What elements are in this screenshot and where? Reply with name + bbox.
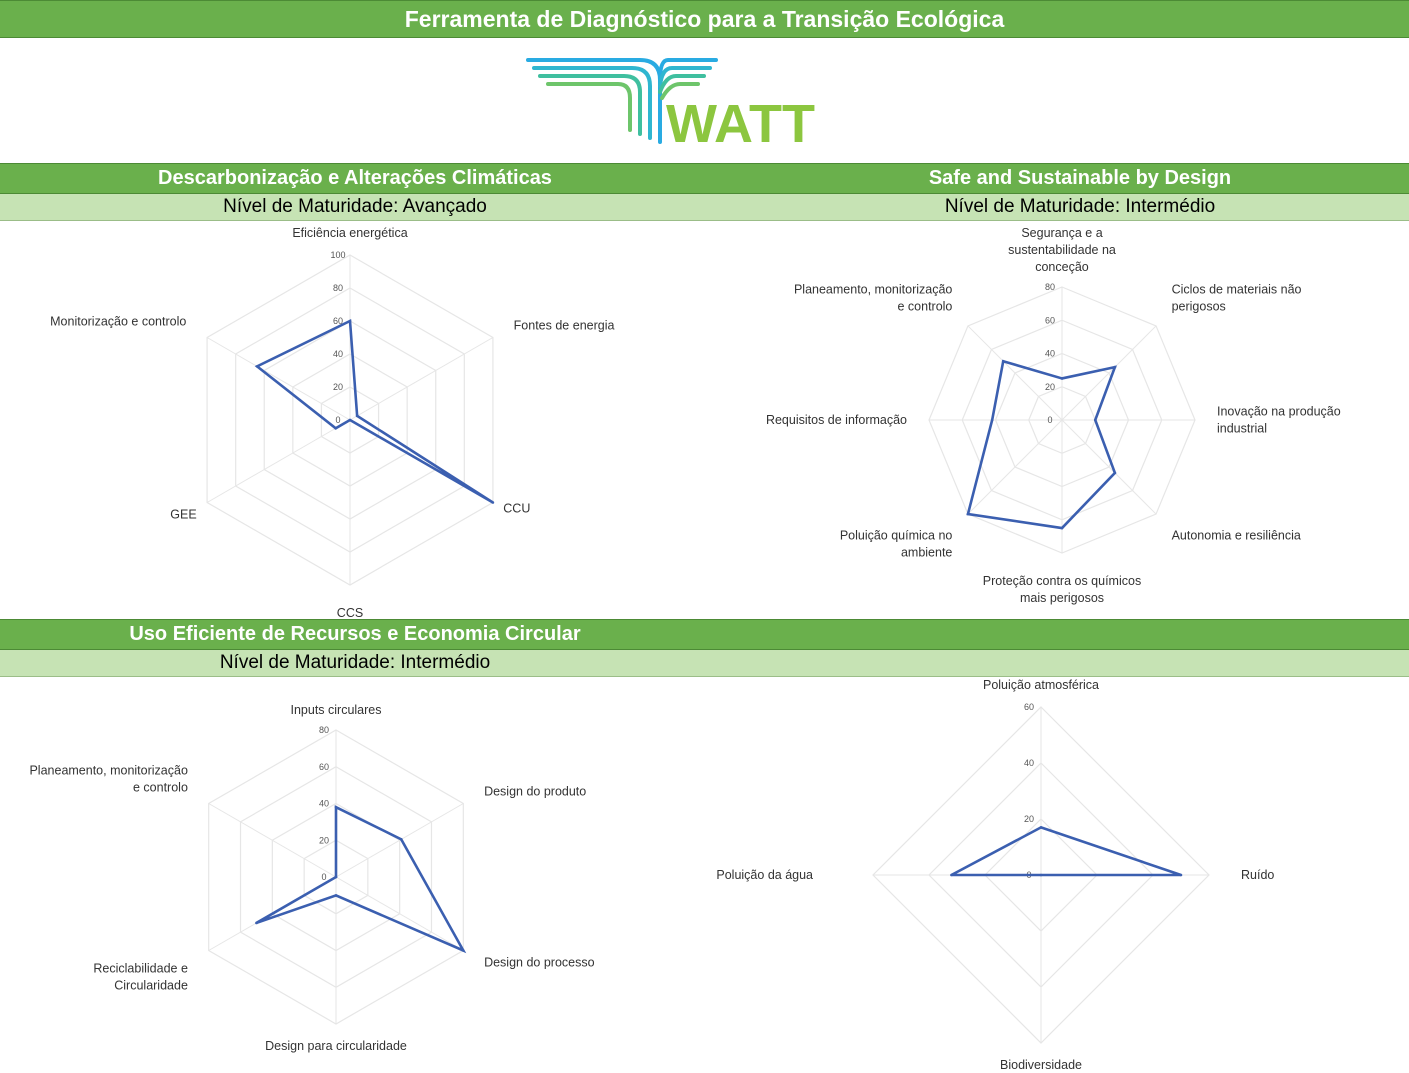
axis-category-label: Planeamento, monitorização e controlo <box>29 764 187 795</box>
data-point <box>1093 418 1097 422</box>
app-title: Ferramenta de Diagnóstico para a Transiç… <box>404 5 1005 32</box>
data-point <box>334 894 338 897</box>
section-title-ssbd: Safe and Sustainable by Design <box>928 167 1232 189</box>
axis-category-label: Poluição química no ambiente <box>840 529 953 560</box>
data-point <box>1179 873 1183 877</box>
axis-category-label: Ruído <box>1241 868 1274 882</box>
axis-spoke-4 <box>206 419 351 503</box>
maturity-decarbonization: Nível de Maturidade: Avançado <box>223 196 487 217</box>
axis-category-label: Reciclabilidade e Circularidade <box>93 962 188 993</box>
data-point <box>334 426 338 430</box>
section-title-resources: Uso Eficiente de Recursos e Economia Cir… <box>129 623 581 645</box>
axis-spoke-1 <box>349 337 494 421</box>
data-point <box>966 512 970 516</box>
tick-label: 80 <box>333 283 343 293</box>
tick-label: 40 <box>333 349 343 359</box>
axis-spoke-1 <box>1061 325 1157 421</box>
axis-spoke-7 <box>967 325 1063 421</box>
axis-category-label: Autonomia e resiliência <box>1172 529 1301 543</box>
data-point <box>1039 826 1043 829</box>
axis-category-label: Poluição da água <box>716 868 813 882</box>
data-point <box>990 418 994 422</box>
axis-category-label: Design do produto <box>484 785 586 799</box>
tick-label: 100 <box>330 250 345 260</box>
tick-label: 20 <box>319 835 329 845</box>
tick-label: 0 <box>335 415 340 425</box>
tick-label: 80 <box>319 725 329 735</box>
axis-category-label: CCS <box>337 606 363 620</box>
axis-category-label: Fontes de energia <box>514 319 615 333</box>
axis-category-label: Planeamento, monitorização e controlo <box>794 282 952 313</box>
section-header-row-1: Descarbonização e Alterações Climáticas … <box>0 163 1409 194</box>
tick-label: 60 <box>1045 315 1055 325</box>
maturity-ssbd: Nível de Maturidade: Intermédio <box>944 196 1216 217</box>
axis-category-label: Ciclos de materiais não perigosos <box>1172 282 1302 313</box>
axis-spoke-5 <box>967 419 1063 515</box>
data-point <box>348 319 352 323</box>
data-point <box>399 838 403 841</box>
data-point <box>255 365 259 368</box>
tick-label: 60 <box>1024 702 1034 712</box>
watt-logo: WATT <box>526 58 815 150</box>
data-point <box>462 949 465 952</box>
maturity-resources: Nível de Maturidade: Intermédio <box>219 652 491 673</box>
axis-category-label: Biodiversidade <box>1000 1058 1082 1072</box>
data-point <box>491 501 495 504</box>
axis-category-label: Proteção contra os químicos mais perigoso… <box>983 574 1141 605</box>
tick-label: 40 <box>319 799 329 809</box>
data-point <box>334 805 338 809</box>
axis-category-label: Segurança e a sustentabilidade na conceção <box>1008 226 1116 274</box>
axis-spoke-5 <box>208 803 337 878</box>
axis-category-label: Design do processo <box>484 956 595 970</box>
data-point <box>1113 365 1117 369</box>
data-point <box>355 414 359 418</box>
axis-category-label: Eficiência energética <box>292 226 407 240</box>
data-point <box>255 921 258 925</box>
data-point <box>348 418 352 422</box>
tick-label: 0 <box>1047 415 1052 425</box>
data-point <box>1001 359 1005 363</box>
data-point <box>1060 526 1064 530</box>
maturity-row-2: Nível de Maturidade: Intermédio <box>0 650 1409 677</box>
tick-label: 60 <box>319 762 329 772</box>
data-point <box>1113 471 1117 475</box>
tick-label: 20 <box>333 382 343 392</box>
tick-label: 40 <box>1045 349 1055 359</box>
logo-wordmark: WATT <box>666 94 815 150</box>
axis-category-label: Requisitos de informação <box>766 413 907 427</box>
app-title-bar: Ferramenta de Diagnóstico para a Transiç… <box>0 0 1409 38</box>
axis-category-label: Poluição atmosférica <box>983 678 1099 692</box>
axis-category-label: Inputs circulares <box>290 703 381 717</box>
tick-label: 60 <box>333 316 343 326</box>
data-point <box>1060 377 1064 380</box>
section-header-row-2: Uso Eficiente de Recursos e Economia Cir… <box>0 619 1409 650</box>
axis-category-label: Monitorização e controlo <box>50 315 186 329</box>
axis-category-label: CCU <box>503 502 530 516</box>
tick-label: 80 <box>1045 282 1055 292</box>
axis-category-label: GEE <box>170 508 196 522</box>
axis-category-label: Design para circularidade <box>265 1039 407 1053</box>
section-title-decarbonization: Descarbonização e Alterações Climáticas <box>158 167 552 189</box>
axis-spoke-5 <box>206 337 351 421</box>
axis-spoke-1 <box>335 803 464 878</box>
tick-label: 40 <box>1024 758 1034 768</box>
axis-spoke-3 <box>1061 419 1157 515</box>
tick-label: 20 <box>1024 814 1034 824</box>
maturity-row-1: Nível de Maturidade: Avançado Nível de M… <box>0 194 1409 221</box>
tick-label: 0 <box>321 872 326 882</box>
axis-category-label: Inovação na produção industrial <box>1217 405 1341 436</box>
data-point <box>950 873 953 877</box>
tick-label: 20 <box>1045 382 1055 392</box>
data-point <box>334 875 338 879</box>
axis-spoke-2 <box>335 876 464 951</box>
data-point <box>1039 873 1043 877</box>
